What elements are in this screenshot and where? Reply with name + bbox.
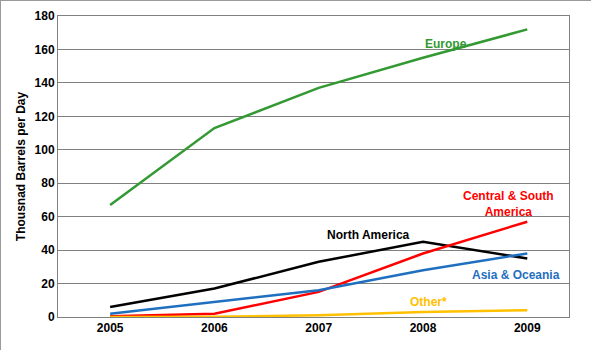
svg-text:2005: 2005	[97, 321, 124, 335]
svg-text:60: 60	[41, 210, 55, 224]
svg-text:100: 100	[35, 143, 55, 157]
svg-text:Europe: Europe	[425, 37, 467, 51]
svg-text:Other*: Other*	[410, 295, 447, 309]
svg-text:Central & SouthAmerica: Central & SouthAmerica	[463, 189, 554, 219]
svg-text:2007: 2007	[305, 321, 332, 335]
svg-text:2009: 2009	[514, 321, 541, 335]
svg-text:140: 140	[35, 76, 55, 90]
svg-text:80: 80	[41, 176, 55, 190]
svg-text:40: 40	[41, 243, 55, 257]
svg-text:2008: 2008	[410, 321, 437, 335]
svg-text:180: 180	[35, 9, 55, 23]
svg-text:160: 160	[35, 43, 55, 57]
svg-text:0: 0	[48, 310, 55, 324]
svg-text:Asia & Oceania: Asia & Oceania	[472, 268, 560, 282]
svg-text:120: 120	[35, 110, 55, 124]
svg-text:2006: 2006	[201, 321, 228, 335]
svg-text:Thousnad Barrels per Day: Thousnad Barrels per Day	[14, 91, 28, 241]
svg-text:20: 20	[41, 277, 55, 291]
svg-text:North America: North America	[327, 228, 410, 242]
